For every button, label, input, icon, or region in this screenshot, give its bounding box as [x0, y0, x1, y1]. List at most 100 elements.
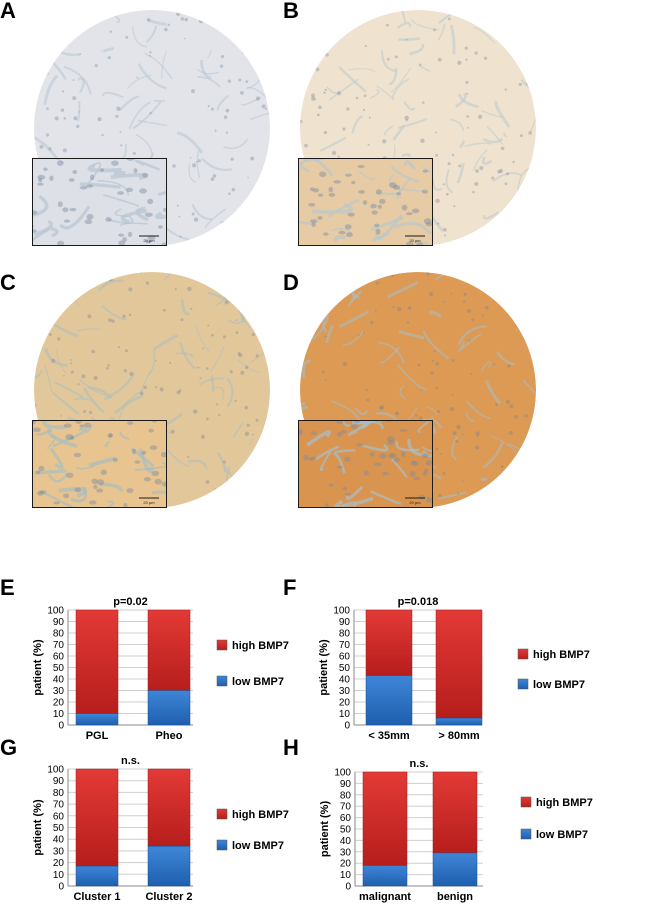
magnified-inset: 20 µm: [32, 158, 167, 246]
y-tick-label: 70: [340, 802, 352, 813]
y-tick-label: 70: [339, 640, 351, 651]
legend-swatch: [517, 678, 529, 690]
x-tick-label: < 35mm: [368, 730, 409, 742]
legend-swatch: [216, 808, 228, 820]
scale-bar-label: 20 µm: [409, 500, 421, 505]
bar-low-bmp7: [75, 713, 119, 726]
y-tick-label: 0: [58, 882, 64, 893]
y-tick-label: 40: [339, 675, 351, 686]
panel-label-f: F: [283, 575, 297, 600]
bar-high-bmp7: [75, 768, 119, 867]
y-tick-label: 90: [339, 617, 351, 628]
panel-label-d: D: [283, 270, 299, 295]
y-tick-label: 80: [339, 629, 351, 640]
y-axis-label: patient (%): [32, 799, 44, 856]
bar-high-bmp7: [362, 771, 408, 866]
y-tick-label: 10: [339, 709, 351, 720]
y-tick-label: 50: [340, 825, 352, 836]
bar-low-bmp7: [362, 865, 408, 887]
y-tick-label: 80: [53, 629, 65, 640]
legend-label: low BMP7: [232, 676, 284, 688]
legend-label: high BMP7: [232, 809, 289, 821]
y-tick-label: 60: [53, 811, 65, 822]
y-tick-label: 30: [340, 847, 352, 858]
x-tick-label: Cluster 2: [145, 891, 192, 903]
y-tick-label: 30: [53, 846, 65, 857]
y-tick-label: 90: [340, 779, 352, 790]
scale-bar-label: 20 µm: [143, 500, 155, 505]
y-tick-label: 20: [340, 859, 352, 870]
x-tick-label: Pheo: [156, 730, 183, 742]
chart-title: p=0.018: [398, 596, 439, 608]
y-tick-label: 20: [339, 698, 351, 709]
bar-high-bmp7: [365, 609, 413, 676]
legend: high BMP7 low BMP7: [216, 808, 289, 852]
scale-bar-label: 20 µm: [143, 238, 155, 243]
bar-low-bmp7: [147, 845, 191, 887]
y-tick-label: 80: [340, 790, 352, 801]
y-tick-label: 60: [339, 652, 351, 663]
y-tick-label: 10: [53, 709, 65, 720]
y-tick-label: 10: [53, 870, 65, 881]
chart-title: n.s.: [410, 758, 429, 770]
y-tick-label: 100: [334, 768, 351, 779]
y-tick-label: 40: [340, 836, 352, 847]
magnified-inset: 20 µm: [298, 420, 433, 508]
legend: high BMP7 low BMP7: [517, 648, 590, 691]
y-tick-label: 40: [53, 835, 65, 846]
scale-bar-label: 20 µm: [409, 238, 421, 243]
legend-label: high BMP7: [536, 797, 593, 809]
micrograph-b: 20 µm: [298, 10, 536, 246]
legend-label: high BMP7: [533, 649, 590, 661]
legend: high BMP7 low BMP7: [520, 796, 593, 841]
legend-swatch: [216, 639, 228, 651]
y-tick-label: 40: [53, 675, 65, 686]
chart-title: n.s.: [121, 755, 140, 767]
y-tick-label: 30: [339, 686, 351, 697]
y-tick-label: 50: [53, 663, 65, 674]
legend-swatch: [520, 796, 532, 808]
y-tick-label: 50: [53, 823, 65, 834]
panel-label-a: A: [0, 0, 16, 23]
y-tick-label: 30: [53, 686, 65, 697]
panel-label-b: B: [283, 0, 299, 23]
bar-high-bmp7: [147, 768, 191, 847]
chart-e: 0 10 20 30 40 50 60 70 80 90 100 patient (%) p=0.02 P…: [0, 590, 300, 742]
micrograph-c: 20 µm: [32, 272, 270, 508]
legend-swatch: [216, 675, 228, 687]
chart-title: p=0.02: [113, 596, 148, 608]
y-tick-label: 70: [53, 640, 65, 651]
x-tick-label: > 80mm: [438, 730, 479, 742]
y-tick-label: 90: [53, 617, 65, 628]
y-tick-label: 20: [53, 858, 65, 869]
y-tick-label: 0: [345, 882, 351, 893]
micrograph-d: 20 µm: [298, 272, 536, 508]
y-tick-label: 0: [344, 721, 350, 732]
legend-swatch: [216, 839, 228, 851]
magnified-inset: 20 µm: [298, 158, 433, 246]
bar-low-bmp7: [147, 690, 191, 726]
bar-high-bmp7: [147, 609, 191, 691]
bar-high-bmp7: [435, 609, 483, 719]
bar-low-bmp7: [432, 852, 478, 887]
y-axis-label: patient (%): [318, 639, 330, 696]
y-tick-label: 0: [58, 721, 64, 732]
chart-h: 0 10 20 30 40 50 60 70 80 90 100 patient (%) n.s. mal…: [300, 750, 650, 919]
panel-label-h: H: [283, 735, 299, 760]
legend: high BMP7 low BMP7: [216, 639, 289, 688]
y-tick-label: 100: [333, 606, 350, 617]
panel-label-c: C: [0, 270, 16, 295]
y-tick-label: 100: [47, 765, 64, 776]
y-axis-label: patient (%): [319, 801, 331, 858]
x-tick-label: malignant: [359, 891, 411, 903]
y-tick-label: 20: [53, 698, 65, 709]
y-tick-label: 50: [339, 663, 351, 674]
y-tick-label: 100: [47, 606, 64, 617]
y-tick-label: 90: [53, 776, 65, 787]
legend-label: low BMP7: [533, 679, 585, 691]
legend-swatch: [520, 828, 532, 840]
y-tick-label: 80: [53, 788, 65, 799]
y-tick-label: 60: [53, 652, 65, 663]
y-tick-label: 70: [53, 800, 65, 811]
bar-low-bmp7: [75, 865, 119, 887]
